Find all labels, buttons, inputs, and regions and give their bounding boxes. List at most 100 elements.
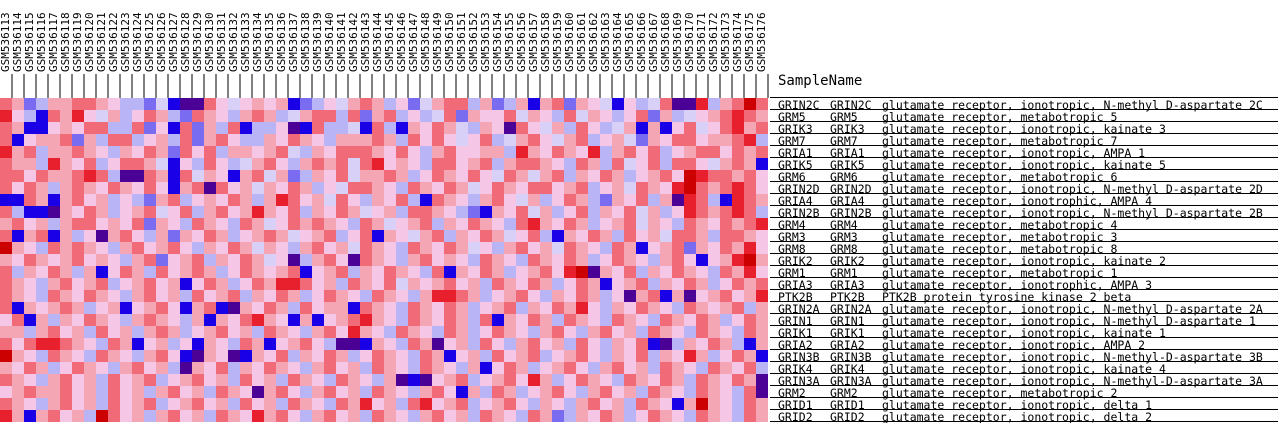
heatmap-cell — [348, 362, 360, 374]
heatmap-cell — [516, 374, 528, 386]
heatmap-cell — [48, 374, 60, 386]
heatmap-cell — [444, 110, 456, 122]
heatmap-cell — [36, 98, 48, 110]
heatmap-cell — [684, 374, 696, 386]
heatmap-cell — [600, 206, 612, 218]
heatmap-cell — [216, 254, 228, 266]
heatmap-cell — [696, 206, 708, 218]
heatmap-cell — [288, 290, 300, 302]
heatmap-cell — [96, 350, 108, 362]
row-label: GRIA1 — [778, 146, 813, 160]
row-symbol: GRIN1 — [830, 314, 865, 328]
heatmap-cell — [132, 134, 144, 146]
heatmap-cell — [432, 302, 444, 314]
heatmap-cell — [360, 170, 372, 182]
heatmap-cell — [0, 146, 12, 158]
heatmap-cell — [252, 146, 264, 158]
heatmap-cell — [744, 134, 756, 146]
heatmap-cell — [492, 230, 504, 242]
heatmap-cell — [252, 230, 264, 242]
heatmap-cell — [576, 374, 588, 386]
heatmap-cell — [168, 206, 180, 218]
heatmap-cell — [0, 350, 12, 362]
heatmap-cell — [744, 278, 756, 290]
heatmap-cell — [732, 302, 744, 314]
heatmap-cell — [684, 218, 696, 230]
heatmap-cell — [240, 350, 252, 362]
heatmap-cell — [552, 266, 564, 278]
heatmap-cell — [336, 218, 348, 230]
heatmap-cell — [552, 302, 564, 314]
heatmap-cell — [132, 410, 144, 422]
heatmap-cell — [372, 326, 384, 338]
heatmap-cell — [108, 350, 120, 362]
heatmap-cell — [600, 350, 612, 362]
heatmap-cell — [432, 254, 444, 266]
heatmap-cell — [696, 122, 708, 134]
heatmap-cell — [708, 374, 720, 386]
heatmap-cell — [624, 230, 636, 242]
heatmap-cell — [456, 374, 468, 386]
heatmap-cell — [660, 254, 672, 266]
heatmap-cell — [696, 386, 708, 398]
heatmap-cell — [504, 374, 516, 386]
heatmap-cell — [300, 110, 312, 122]
heatmap-cell — [708, 110, 720, 122]
heatmap-cell — [288, 218, 300, 230]
heatmap-cell — [564, 350, 576, 362]
heatmap-cell — [684, 110, 696, 122]
heatmap-cell — [564, 146, 576, 158]
heatmap-cell — [540, 206, 552, 218]
heatmap-cell — [312, 122, 324, 134]
heatmap-cell — [600, 410, 612, 422]
heatmap-cell — [588, 338, 600, 350]
heatmap-cell — [504, 254, 516, 266]
heatmap-cell — [156, 266, 168, 278]
heatmap-cell — [540, 170, 552, 182]
heatmap-cell — [156, 182, 168, 194]
heatmap-cell — [24, 134, 36, 146]
sample-label: GSM536136 — [275, 12, 288, 72]
heatmap-cell — [696, 134, 708, 146]
heatmap-cell — [132, 170, 144, 182]
heatmap-cell — [72, 254, 84, 266]
heatmap-cell — [144, 338, 156, 350]
heatmap-cell — [636, 122, 648, 134]
heatmap-cell — [540, 362, 552, 374]
heatmap-cell — [420, 158, 432, 170]
heatmap-cell — [612, 134, 624, 146]
heatmap-cell — [756, 110, 768, 122]
heatmap-cell — [624, 182, 636, 194]
heatmap-cell — [12, 386, 24, 398]
heatmap-cell — [348, 122, 360, 134]
row-description: glutamate receptor, ionotropic, N-methyl… — [882, 182, 1263, 196]
heatmap-cell — [384, 182, 396, 194]
heatmap-cell — [120, 146, 132, 158]
heatmap-cell — [324, 410, 336, 422]
sample-label: GSM536124 — [131, 12, 144, 72]
heatmap-cell — [564, 158, 576, 170]
heatmap-cell — [228, 134, 240, 146]
heatmap-cell — [312, 266, 324, 278]
heatmap-cell — [672, 338, 684, 350]
heatmap-cell — [288, 134, 300, 146]
heatmap-cell — [300, 302, 312, 314]
heatmap-cell — [684, 230, 696, 242]
heatmap-cell — [192, 374, 204, 386]
heatmap-cell — [324, 290, 336, 302]
heatmap-cell — [384, 290, 396, 302]
heatmap-cell — [372, 398, 384, 410]
heatmap-cell — [444, 98, 456, 110]
heatmap-cell — [228, 410, 240, 422]
heatmap-cell — [348, 170, 360, 182]
heatmap-cell — [144, 302, 156, 314]
heatmap-cell — [240, 98, 252, 110]
heatmap-cell — [420, 242, 432, 254]
heatmap-cell — [420, 170, 432, 182]
heatmap-cell — [576, 302, 588, 314]
heatmap-cell — [396, 182, 408, 194]
heatmap-cell — [576, 266, 588, 278]
sample-label: GSM536141 — [335, 12, 348, 72]
sample-label: GSM536144 — [371, 12, 384, 72]
heatmap-cell — [660, 122, 672, 134]
